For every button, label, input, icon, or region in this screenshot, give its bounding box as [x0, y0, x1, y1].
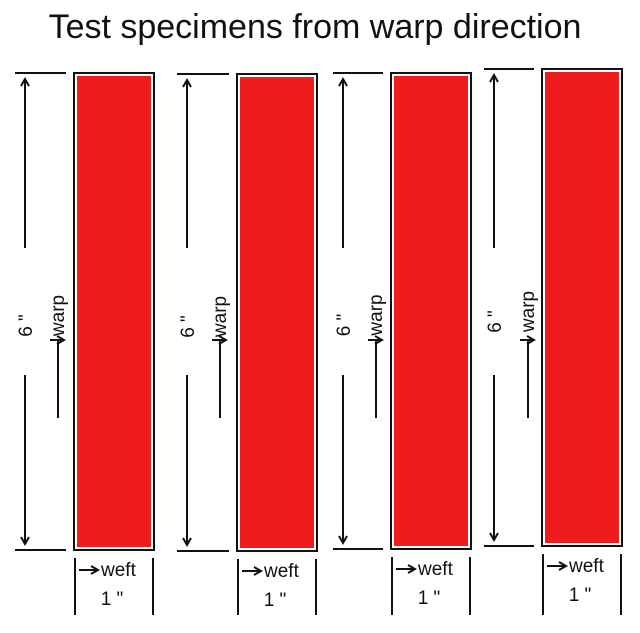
specimen-4: 6 " warp weft 1 " — [484, 68, 623, 615]
length-label: 6 " — [16, 314, 37, 337]
specimen-strip — [394, 76, 468, 546]
weft-label: weft — [568, 556, 605, 577]
width-label: 1 " — [569, 585, 592, 606]
length-label: 6 " — [334, 314, 355, 337]
length-label: 6 " — [178, 315, 199, 338]
warp-label: warp — [366, 294, 387, 336]
warp-label: warp — [48, 295, 69, 337]
weft-label: weft — [417, 559, 454, 580]
specimen-3: 6 " warp weft 1 " — [333, 72, 472, 615]
warp-label: warp — [518, 291, 539, 333]
specimen-1: 6 " warp weft 1 " — [15, 72, 155, 615]
specimen-strip — [545, 72, 619, 543]
warp-label: warp — [210, 296, 231, 338]
diagram-title: Test specimens from warp direction — [48, 8, 582, 46]
weft-label: weft — [263, 561, 300, 582]
specimen-2: 6 " warp weft 1 " — [177, 73, 318, 615]
width-label: 1 " — [418, 588, 441, 609]
weft-label: weft — [100, 560, 137, 581]
specimen-strip — [240, 77, 314, 548]
length-label: 6 " — [485, 310, 506, 333]
width-label: 1 " — [101, 589, 124, 610]
specimen-strip — [77, 76, 151, 547]
width-label: 1 " — [264, 590, 287, 611]
